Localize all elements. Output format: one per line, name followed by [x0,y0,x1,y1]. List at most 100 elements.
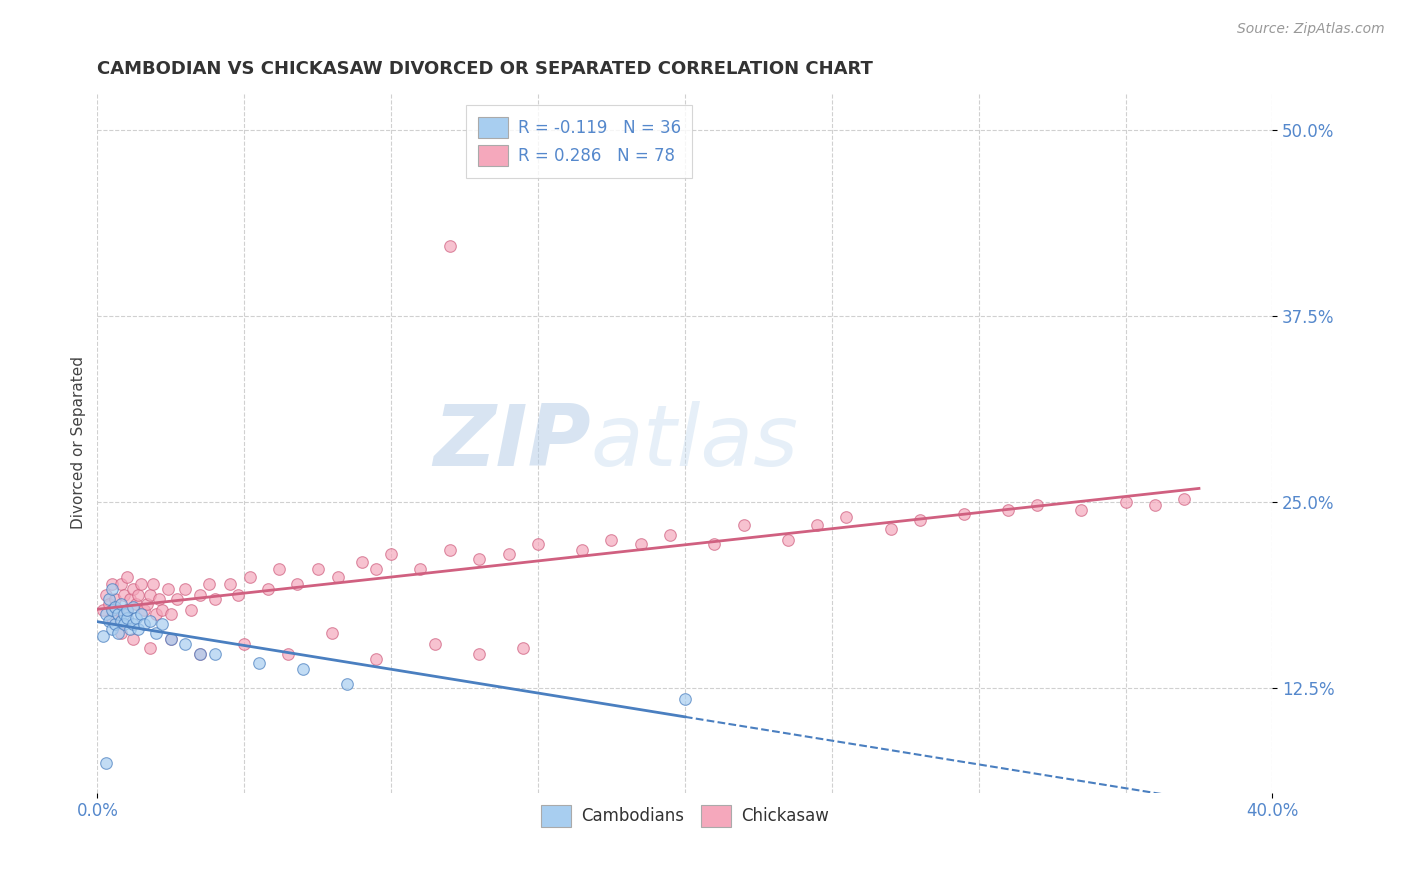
Point [110,577,132,591]
Point [127,622,149,636]
Point [879,522,901,536]
Point [350,555,373,569]
Point [468,647,491,661]
Point [112,617,135,632]
Point [498,548,520,562]
Point [118,592,141,607]
Point [159,607,181,621]
Point [104,599,127,614]
Point [118,622,141,636]
Point [159,632,181,647]
Point [512,641,534,656]
Point [247,656,270,670]
Point [527,537,550,551]
Point [366,651,388,665]
Point [121,582,143,596]
Point [180,602,202,616]
Point [115,570,138,584]
Point [733,517,755,532]
Point [121,632,143,647]
Point [131,577,153,591]
Legend: Cambodians, Chickasaw: Cambodians, Chickasaw [534,798,835,833]
Point [174,582,197,596]
Point [703,537,725,551]
Point [277,647,299,661]
Point [150,602,173,616]
Point [1115,495,1137,509]
Point [121,599,143,614]
Point [112,588,135,602]
Point [188,588,211,602]
Point [91,629,114,643]
Point [124,597,146,611]
Point [174,637,197,651]
Point [307,562,329,576]
Point [145,607,167,621]
Point [600,533,623,547]
Point [134,617,156,632]
Point [835,510,858,524]
Point [98,597,121,611]
Point [101,577,124,591]
Text: CAMBODIAN VS CHICKASAW DIVORCED OR SEPARATED CORRELATION CHART: CAMBODIAN VS CHICKASAW DIVORCED OR SEPAR… [97,60,873,78]
Point [159,632,181,647]
Text: Source: ZipAtlas.com: Source: ZipAtlas.com [1237,22,1385,37]
Point [269,562,291,576]
Point [439,239,461,253]
Point [659,528,682,542]
Point [198,577,221,591]
Point [127,588,149,602]
Point [139,588,162,602]
Point [121,617,143,632]
Point [115,611,138,625]
Point [148,592,170,607]
Point [101,622,124,636]
Point [380,548,402,562]
Point [233,637,256,651]
Point [96,607,118,621]
Point [131,607,153,621]
Text: ZIP: ZIP [433,401,591,484]
Point [1070,503,1092,517]
Point [150,617,173,632]
Point [285,577,308,591]
Point [112,607,135,621]
Y-axis label: Divorced or Separated: Divorced or Separated [72,356,86,529]
Point [110,615,132,629]
Text: atlas: atlas [591,401,799,484]
Point [115,602,138,616]
Point [91,602,114,616]
Point [101,602,124,616]
Point [204,592,226,607]
Point [425,637,447,651]
Point [366,562,388,576]
Point [328,570,350,584]
Point [776,533,799,547]
Point [953,508,976,522]
Point [107,607,129,621]
Point [228,588,250,602]
Point [110,626,132,640]
Point [124,611,146,625]
Point [908,513,931,527]
Point [139,615,162,629]
Point [673,691,696,706]
Point [188,647,211,661]
Point [239,570,262,584]
Point [204,647,226,661]
Point [468,552,491,566]
Point [166,592,188,607]
Point [101,611,124,625]
Point [142,577,165,591]
Point [1173,492,1195,507]
Point [997,503,1019,517]
Point [98,592,121,607]
Point [98,615,121,629]
Point [96,588,118,602]
Point [630,537,652,551]
Point [439,543,461,558]
Point [104,592,127,607]
Point [291,662,314,676]
Point [104,617,127,632]
Point [1026,499,1049,513]
